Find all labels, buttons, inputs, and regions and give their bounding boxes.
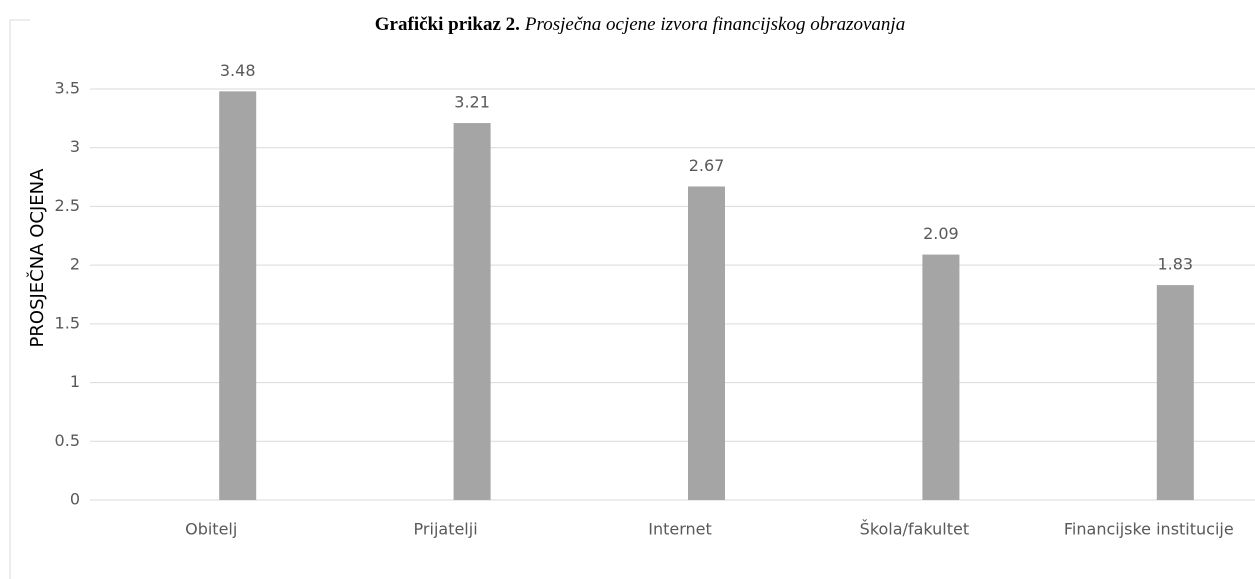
title-text: Prosječna ocjene izvora financijskog obr… — [524, 14, 905, 35]
y-axis-label: PROSJEČNA OCJENA — [26, 168, 48, 348]
y-tick-label: 2 — [70, 255, 80, 274]
data-label: 2.67 — [689, 156, 725, 175]
data-label: 1.83 — [1157, 255, 1193, 274]
chart-title: Grafički prikaz 2. Prosječna ocjene izvor… — [375, 14, 905, 35]
data-label: 3.48 — [220, 61, 256, 80]
x-tick-label: Prijatelji — [414, 520, 478, 539]
x-tick-label: Internet — [648, 520, 712, 539]
bar — [453, 123, 491, 500]
x-tick-label: Škola/fakultet — [860, 520, 969, 539]
y-tick-label: 1 — [70, 372, 80, 391]
y-tick-label: 3.5 — [55, 79, 80, 98]
y-tick-label: 3 — [70, 137, 80, 156]
data-label: 3.21 — [454, 93, 490, 112]
title-label: Grafički prikaz 2. — [375, 14, 520, 35]
bar — [922, 254, 960, 500]
bar — [1156, 285, 1194, 500]
x-tick-label: Obitelj — [185, 520, 237, 539]
data-label: 2.09 — [923, 224, 959, 243]
bar — [219, 91, 257, 500]
y-tick-label: 0.5 — [55, 431, 80, 450]
y-tick-label: 1.5 — [55, 313, 80, 332]
y-tick-label: 0 — [70, 490, 80, 509]
x-tick-label: Financijske institucije — [1064, 520, 1234, 539]
y-tick-label: 2.5 — [55, 196, 80, 215]
bar — [688, 186, 725, 501]
